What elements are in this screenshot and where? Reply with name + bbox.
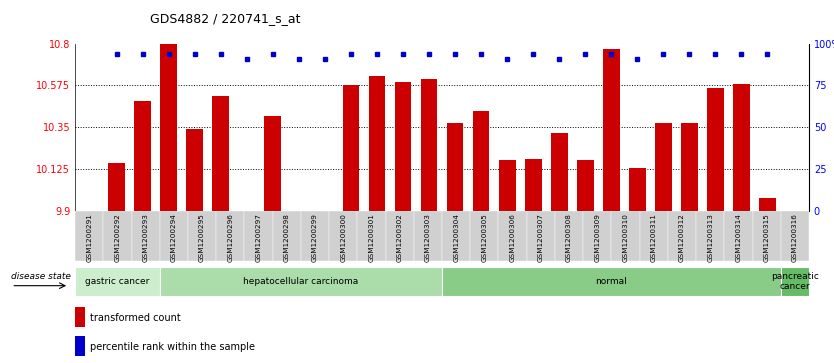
Bar bbox=[329, 211, 357, 261]
Text: disease state: disease state bbox=[12, 273, 71, 281]
Bar bbox=[213, 95, 229, 211]
Text: GSM1200300: GSM1200300 bbox=[340, 213, 346, 262]
Bar bbox=[103, 211, 132, 261]
Bar bbox=[446, 123, 464, 211]
Bar bbox=[527, 211, 555, 261]
Bar bbox=[75, 307, 85, 327]
Bar bbox=[733, 84, 750, 211]
Bar bbox=[603, 49, 620, 211]
Text: GSM1200293: GSM1200293 bbox=[143, 213, 148, 262]
Bar bbox=[555, 211, 583, 261]
Bar bbox=[273, 211, 301, 261]
Bar bbox=[640, 211, 668, 261]
Bar bbox=[394, 82, 411, 211]
Text: GSM1200295: GSM1200295 bbox=[199, 213, 205, 262]
Bar bbox=[781, 267, 809, 296]
Bar bbox=[655, 123, 671, 211]
Bar bbox=[525, 159, 541, 211]
Bar bbox=[499, 211, 527, 261]
Text: GSM1200304: GSM1200304 bbox=[453, 213, 460, 262]
Text: GSM1200314: GSM1200314 bbox=[736, 213, 741, 262]
Text: GDS4882 / 220741_s_at: GDS4882 / 220741_s_at bbox=[150, 12, 300, 25]
Text: GSM1200301: GSM1200301 bbox=[369, 213, 374, 262]
Bar bbox=[752, 211, 781, 261]
Bar bbox=[611, 211, 640, 261]
Bar bbox=[442, 267, 781, 296]
Text: GSM1200303: GSM1200303 bbox=[425, 213, 431, 262]
Bar bbox=[75, 267, 160, 296]
Text: GSM1200311: GSM1200311 bbox=[651, 213, 656, 262]
Bar bbox=[160, 44, 178, 211]
Bar bbox=[369, 76, 385, 211]
Bar bbox=[442, 211, 470, 261]
Bar bbox=[724, 211, 752, 261]
Bar bbox=[244, 211, 273, 261]
Bar bbox=[414, 211, 442, 261]
Text: GSM1200315: GSM1200315 bbox=[764, 213, 770, 262]
Bar bbox=[470, 211, 499, 261]
Text: GSM1200305: GSM1200305 bbox=[481, 213, 487, 262]
Bar bbox=[759, 197, 776, 211]
Bar bbox=[576, 160, 594, 211]
Text: GSM1200306: GSM1200306 bbox=[510, 213, 515, 262]
Text: GSM1200308: GSM1200308 bbox=[566, 213, 572, 262]
Bar bbox=[216, 211, 244, 261]
Bar bbox=[385, 211, 414, 261]
Bar bbox=[668, 211, 696, 261]
Text: GSM1200310: GSM1200310 bbox=[622, 213, 629, 262]
Text: GSM1200307: GSM1200307 bbox=[538, 213, 544, 262]
Text: GSM1200309: GSM1200309 bbox=[595, 213, 600, 262]
Bar bbox=[629, 168, 646, 211]
Text: GSM1200291: GSM1200291 bbox=[86, 213, 93, 262]
Text: percentile rank within the sample: percentile rank within the sample bbox=[90, 342, 255, 352]
Bar bbox=[134, 101, 151, 211]
Text: GSM1200316: GSM1200316 bbox=[791, 213, 798, 262]
Bar bbox=[550, 132, 567, 211]
Bar bbox=[160, 211, 188, 261]
Bar bbox=[75, 211, 103, 261]
Bar bbox=[473, 111, 490, 211]
Bar bbox=[301, 211, 329, 261]
Text: transformed count: transformed count bbox=[90, 313, 181, 323]
Text: GSM1200296: GSM1200296 bbox=[228, 213, 234, 262]
Bar bbox=[160, 267, 442, 296]
Bar bbox=[499, 160, 515, 211]
Text: GSM1200313: GSM1200313 bbox=[707, 213, 713, 262]
Bar bbox=[75, 336, 85, 356]
Text: GSM1200292: GSM1200292 bbox=[114, 213, 120, 262]
Text: GSM1200302: GSM1200302 bbox=[397, 213, 403, 262]
Bar bbox=[187, 129, 203, 211]
Text: GSM1200312: GSM1200312 bbox=[679, 213, 685, 262]
Text: GSM1200299: GSM1200299 bbox=[312, 213, 318, 262]
Bar bbox=[583, 211, 611, 261]
Bar bbox=[420, 79, 438, 211]
Bar bbox=[706, 88, 724, 211]
Bar bbox=[132, 211, 160, 261]
Text: GSM1200297: GSM1200297 bbox=[255, 213, 262, 262]
Bar bbox=[696, 211, 724, 261]
Text: hepatocellular carcinoma: hepatocellular carcinoma bbox=[244, 277, 359, 286]
Bar bbox=[357, 211, 385, 261]
Text: gastric cancer: gastric cancer bbox=[85, 277, 149, 286]
Text: normal: normal bbox=[595, 277, 627, 286]
Text: GSM1200298: GSM1200298 bbox=[284, 213, 289, 262]
Text: pancreatic
cancer: pancreatic cancer bbox=[771, 272, 819, 291]
Bar bbox=[343, 85, 359, 211]
Bar bbox=[781, 211, 809, 261]
Bar bbox=[264, 116, 281, 211]
Bar bbox=[681, 123, 697, 211]
Text: GSM1200294: GSM1200294 bbox=[171, 213, 177, 262]
Bar bbox=[188, 211, 216, 261]
Bar bbox=[108, 163, 125, 211]
